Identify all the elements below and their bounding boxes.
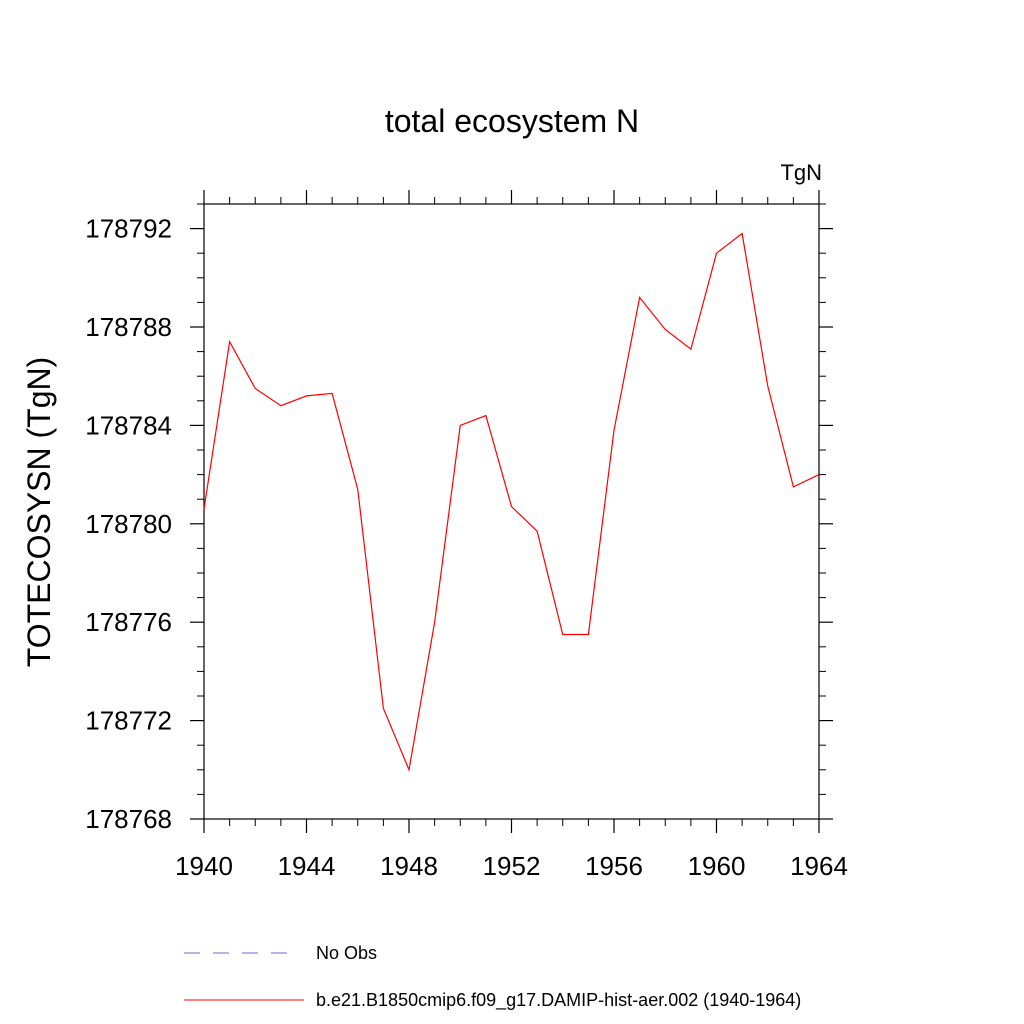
y-tick-labels: 178768 178772 178776 178780 178784 178788 1787… [85,214,172,834]
x-tick-label: 1944 [278,851,336,881]
y-tick-label: 178780 [85,509,172,539]
y-tick-label: 178772 [85,706,172,736]
plot-frame [203,203,820,820]
x-tick-label: 1952 [483,851,541,881]
legend-label-series: b.e21.B1850cmip6.f09_g17.DAMIP-hist-aer.… [316,990,801,1011]
x-tick-labels: 1940 1944 1948 1952 1956 1960 1964 [175,851,848,881]
x-tick-label: 1940 [175,851,233,881]
series-layer [203,232,820,772]
x-tick-label: 1948 [380,851,438,881]
y-tick-label: 178784 [85,410,172,440]
y-tick-label: 178776 [85,607,172,637]
x-tick-label: 1964 [790,851,848,881]
legend: No Obs b.e21.B1850cmip6.f09_g17.DAMIP-hi… [184,943,801,1011]
major-ticks [190,190,833,833]
units-label: TgN [780,160,822,185]
x-tick-label: 1956 [585,851,643,881]
chart-title: total ecosystem N [385,103,639,139]
y-axis-label: TOTECOSYSN (TgN) [21,357,57,668]
y-tick-label: 178792 [85,214,172,244]
y-tick-label: 178768 [85,804,172,834]
series-line-0 [203,232,820,772]
y-tick-label: 178788 [85,312,172,342]
minor-ticks [197,197,826,826]
x-tick-label: 1960 [688,851,746,881]
legend-label-no-obs: No Obs [316,943,377,963]
